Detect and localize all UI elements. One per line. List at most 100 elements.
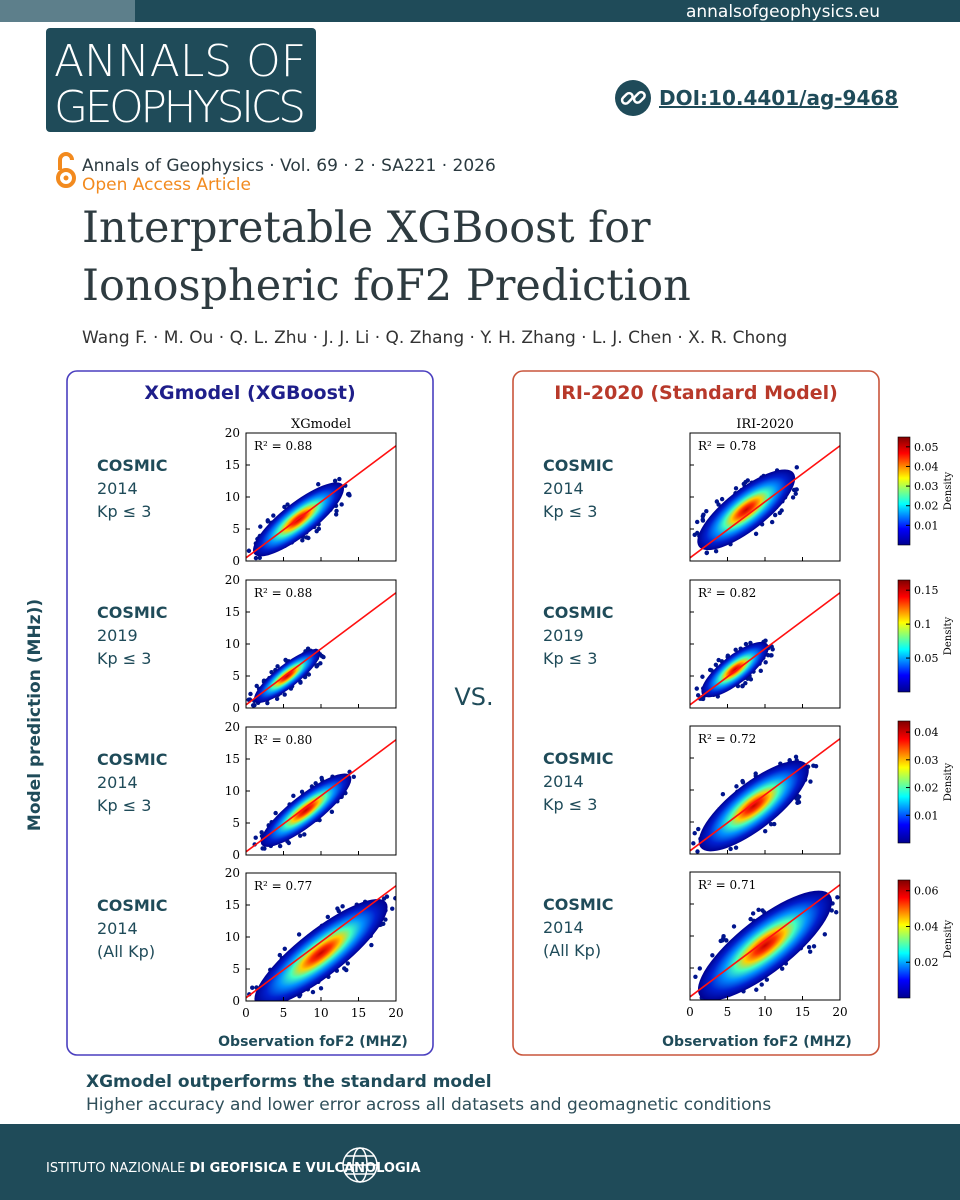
scatter-dot [740, 684, 745, 689]
r-squared: R² = 0.77 [254, 879, 312, 893]
y-tick-label: 15 [225, 605, 240, 619]
logo-line: GEOPHYSICS [54, 82, 306, 133]
scatter-dot [351, 774, 356, 779]
x-tick-label: 20 [832, 1005, 847, 1019]
scatter-dot [764, 977, 770, 982]
scatter-dot [754, 987, 759, 992]
scatter-dot [779, 966, 785, 971]
scatter-dot [793, 754, 799, 760]
x-tick-label: 5 [724, 1005, 732, 1019]
y-tick-label: 0 [232, 554, 240, 568]
y-tick-label: 5 [232, 669, 240, 683]
summary-headline: XGmodel outperforms the standard model [86, 1072, 492, 1092]
scatter-dot [265, 700, 270, 706]
scatter-dot [369, 942, 374, 948]
y-tick-label: 15 [225, 458, 240, 472]
scatter-dot [260, 846, 265, 851]
x-tick-label: 15 [795, 1005, 810, 1019]
scatter-plot [246, 445, 396, 561]
title-line: Ionospheric foF2 Prediction [82, 261, 691, 311]
row-label: Kp ≤ 3 [543, 795, 597, 814]
scatter-dot [713, 548, 719, 554]
row-label: 2014 [97, 773, 138, 792]
site-url[interactable]: annalsofgeophysics.eu [686, 2, 880, 22]
scatter-dot [319, 653, 325, 659]
scatter-dot [704, 550, 709, 556]
scatter-dot [806, 945, 812, 950]
colorbar [897, 720, 911, 844]
fit-line [246, 885, 396, 999]
scatter-dot [768, 821, 774, 827]
colorbar-tick-label: 0.02 [914, 500, 939, 513]
scatter-dot [718, 938, 723, 944]
top-bar [0, 0, 960, 22]
y-tick-label: 10 [225, 637, 240, 651]
scatter-dot [306, 672, 312, 677]
scatter-dot [296, 932, 302, 937]
row-label: Kp ≤ 3 [543, 502, 597, 521]
y-tick-label: 0 [232, 701, 240, 715]
scatter-dot [318, 986, 324, 991]
scatter-dot [274, 696, 280, 702]
scatter-dot [310, 989, 316, 995]
fit-line [690, 592, 840, 706]
scatter-dot [759, 982, 764, 987]
open-access-icon [56, 152, 76, 188]
globe-logo [342, 1147, 378, 1183]
scatter-dot [770, 647, 775, 652]
colorbar-label: Density [943, 762, 954, 801]
row-label: (All Kp) [97, 942, 155, 961]
scatter-dot [811, 763, 816, 768]
scatter-dot [277, 843, 283, 849]
colorbar-tick-label: 0.01 [914, 519, 939, 532]
x-axis-label: Observation foF2 (MHZ) [218, 1034, 408, 1050]
panel-heading: IRI-2020 (Standard Model) [554, 382, 838, 404]
scatter-dot [329, 809, 335, 815]
scatter-dot [297, 833, 303, 838]
y-tick-label: 5 [232, 522, 240, 536]
access-label: Open Access Article [82, 175, 251, 195]
scatter-dot [740, 778, 745, 784]
scatter-dot [796, 794, 801, 799]
colorbar-label: Density [943, 471, 954, 510]
scatter-plot [246, 739, 396, 853]
colorbar [897, 879, 911, 999]
scatter-dot [691, 841, 696, 846]
row-label: COSMIC [97, 603, 167, 622]
scatter-dot [340, 904, 345, 909]
scatter-dot [743, 641, 749, 647]
r-squared: R² = 0.88 [254, 586, 312, 600]
row-label: COSMIC [97, 896, 167, 915]
scatter-dot [246, 697, 251, 702]
fit-line [690, 738, 840, 852]
scatter-dot [316, 482, 321, 487]
scatter-dot [794, 487, 799, 492]
colorbar-tick-label: 0.05 [914, 441, 939, 454]
scatter-dot [716, 502, 721, 507]
scatter-dot [695, 530, 700, 536]
scatter-dot [707, 667, 713, 673]
fit-line [246, 445, 396, 559]
institute-part: ISTITUTO NAZIONALE [46, 1161, 185, 1176]
scatter-dot [300, 538, 305, 543]
authors: Wang F. · M. Ou · Q. L. Zhu · J. J. Li ·… [82, 328, 787, 348]
scatter-dot [345, 961, 350, 966]
row-label: Kp ≤ 3 [97, 502, 151, 521]
scatter-dot [258, 524, 263, 529]
scatter-dot [724, 938, 729, 943]
scatter-dot [337, 476, 342, 482]
row-label: COSMIC [543, 456, 613, 475]
y-tick-label: 10 [225, 784, 240, 798]
citation: Annals of Geophysics · Vol. 69 · 2 · SA2… [82, 156, 496, 176]
scatter-dot [779, 508, 784, 513]
scatter-dot [692, 831, 697, 836]
scatter-dot [719, 496, 725, 502]
scatter-dot [282, 692, 287, 697]
open-access-dot [63, 175, 69, 181]
scatter-dot [760, 908, 765, 913]
doi[interactable]: DOI:10.4401/ag-9468 [659, 86, 898, 110]
scatter-dot [306, 535, 311, 541]
scatter-dot [728, 846, 733, 852]
x-tick-label: 5 [280, 1006, 288, 1020]
fit-line [246, 592, 396, 706]
